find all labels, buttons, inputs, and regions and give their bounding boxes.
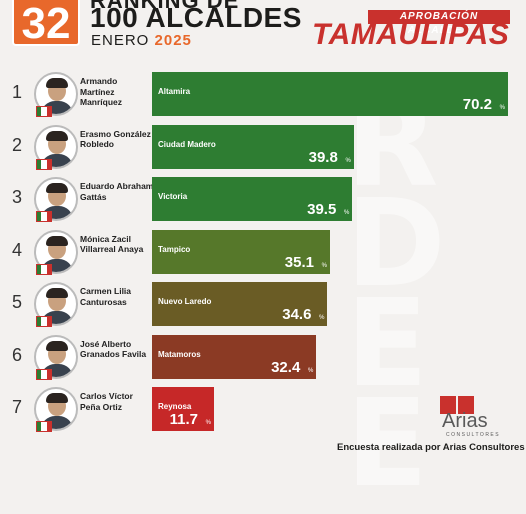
approval-value: 70.2 [462,96,492,113]
mayor-name: Erasmo González Robledo [80,128,151,150]
approval-bar: Altamira 70.2% [152,72,508,116]
edition-badge: 32 [12,0,80,48]
rank-number: 6 [12,344,23,365]
city-label: Altamira [158,87,191,96]
logo-subtitle: CONSULTORES [446,432,501,438]
city-label: Reynosa [158,402,192,411]
logo-brand: Arias [442,410,488,432]
city-label: Tampico [158,244,191,254]
mayor-photo [34,334,78,379]
percent-sign: % [343,210,350,216]
logo-mark-icon [440,396,474,414]
mayor-name: Armando Martínez Manríquez [80,76,123,107]
ranking-row: 7 Carlos Víctor Peña Ortiz Reynosa 11.7% [0,387,526,432]
header-month: ENERO [91,32,150,49]
city-label: Victoria [158,192,188,201]
party-flag-icon [36,263,52,275]
mayor-name: Carlos Víctor Peña Ortiz [80,391,133,412]
party-flag-icon [36,368,52,380]
approval-bar: Reynosa 11.7% [152,387,214,431]
state-title: TAMAULIPAS [312,18,510,51]
source-note: Encuesta realizada por Arias Consultores [337,442,525,453]
party-flag-icon [36,421,52,432]
rank-number: 1 [12,82,23,102]
approval-bar: Victoria 39.5% [152,177,353,221]
rank-number: 3 [12,187,23,207]
approval-value: 32.4 [271,358,301,376]
approval-value: 34.6 [282,306,312,323]
header: 32 RANKING DE 100 ALCALDES ENERO 2025 AP… [0,0,526,60]
ranking-row: 2 Erasmo González Robledo Ciudad Madero 39.… [0,124,526,170]
approval-bar: Nuevo Laredo 34.6% [152,282,328,326]
mayor-name: Mónica Zacil Villarreal Anaya [80,233,144,255]
mayor-name: Carmen Lilia Canturosas [80,286,132,307]
mayor-name: José Alberto Granados Favila [80,338,147,360]
ranking-row: 5 Carmen Lilia Canturosas Nuevo Laredo 34.6… [0,282,526,327]
percent-sign: % [499,105,505,111]
city-label: Ciudad Madero [158,139,216,149]
percent-sign: % [319,315,325,321]
approval-bar: Matamoros 32.4% [152,334,317,379]
city-label: Matamoros [158,349,201,359]
arias-logo: Arias CONSULTORES [440,394,520,442]
rank-number: 7 [12,397,23,417]
approval-value: 39.5 [307,201,337,218]
header-title: 100 ALCALDES [90,2,302,33]
header-date: ENERO 2025 [91,32,192,49]
percent-sign: % [345,157,351,164]
city-label: Nuevo Laredo [158,297,212,306]
approval-value: 35.1 [284,253,314,271]
header-line1: RANKING DE [90,0,240,13]
rank-number: 5 [12,292,23,312]
header-year: 2025 [154,32,192,49]
approval-value: 39.8 [308,148,338,166]
approval-bar: Ciudad Madero 39.8% [152,124,354,169]
party-flag-icon [36,316,52,327]
ranking-row: 6 José Alberto Granados Favila Matamoros 32… [0,334,526,380]
ranking-row: 1 Armando Martínez Manríquez Altamira 70.2% [0,72,526,117]
party-flag-icon [36,211,52,222]
subtitle-banner: APROBACIÓN ALCALDES [368,10,510,36]
percent-sign: % [321,262,327,269]
ranking-row: 3 Eduardo Abraham Gattás Victoria 39.5% [0,177,526,222]
approval-bar: Tampico 35.1% [152,229,330,274]
percent-sign: % [307,367,314,374]
party-flag-icon [36,158,52,170]
mayor-name: Eduardo Abraham Gattás [80,181,154,202]
rank-number: 2 [12,134,23,155]
percent-sign: % [205,420,211,426]
ranking-row: 4 Mónica Zacil Villarreal Anaya Tampico 35.… [0,229,526,275]
party-flag-icon [36,106,52,117]
approval-value: 11.7 [169,411,198,428]
rank-number: 4 [12,239,23,260]
